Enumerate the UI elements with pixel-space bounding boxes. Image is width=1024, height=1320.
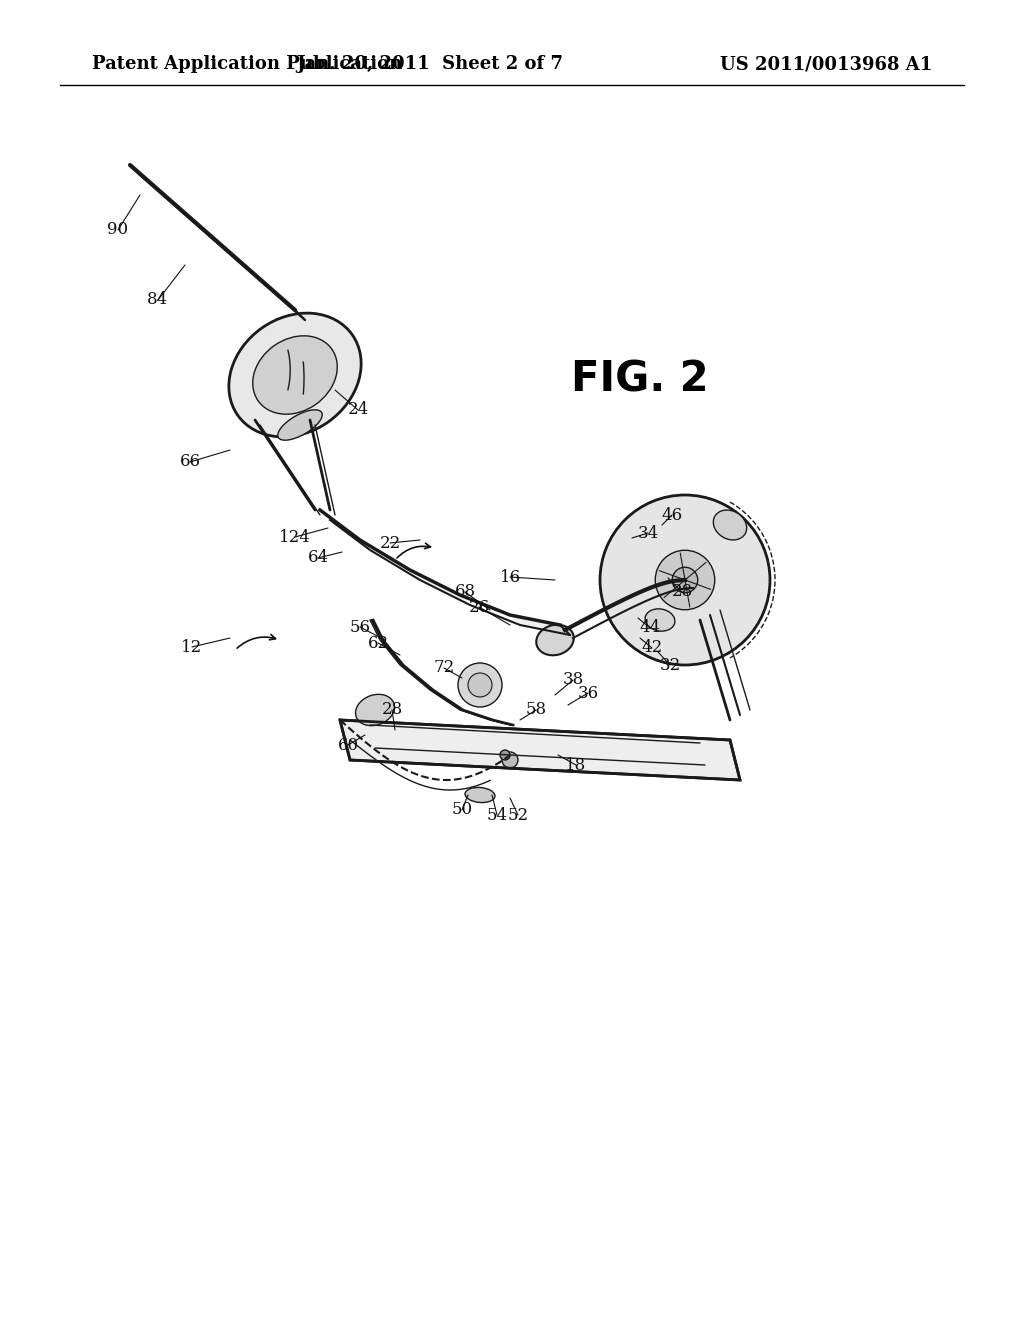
Text: 38: 38 [562,672,584,689]
Circle shape [458,663,502,708]
Text: 28: 28 [381,701,402,718]
Text: FIG. 2: FIG. 2 [571,359,709,401]
Text: 72: 72 [433,660,455,676]
Ellipse shape [714,510,746,540]
Ellipse shape [465,788,495,803]
Text: 60: 60 [338,737,358,754]
Text: 52: 52 [508,807,528,824]
Text: 54: 54 [486,807,508,824]
Ellipse shape [253,335,337,414]
Text: 12: 12 [181,639,203,656]
Text: Patent Application Publication: Patent Application Publication [92,55,402,74]
Ellipse shape [355,694,394,726]
Circle shape [468,673,492,697]
Text: 50: 50 [452,801,472,818]
Text: 26: 26 [468,598,489,615]
Circle shape [655,550,715,610]
Text: 124: 124 [280,528,311,545]
Text: 32: 32 [659,656,681,673]
Circle shape [600,495,770,665]
Circle shape [672,568,697,593]
Polygon shape [319,510,370,550]
Ellipse shape [278,409,323,440]
Polygon shape [510,615,570,635]
Text: 62: 62 [368,635,388,652]
Text: 18: 18 [565,756,587,774]
Ellipse shape [228,313,361,437]
Text: 46: 46 [662,507,683,524]
Text: 68: 68 [455,583,475,601]
Text: 64: 64 [307,549,329,566]
Text: 90: 90 [108,222,129,239]
Text: US 2011/0013968 A1: US 2011/0013968 A1 [720,55,932,74]
Polygon shape [410,570,470,605]
Circle shape [500,750,510,760]
Text: 42: 42 [641,639,663,656]
Text: 28: 28 [672,583,692,601]
Text: Jan. 20, 2011  Sheet 2 of 7: Jan. 20, 2011 Sheet 2 of 7 [297,55,563,74]
Text: 34: 34 [637,524,658,541]
Text: 24: 24 [347,401,369,418]
Text: 84: 84 [147,292,169,309]
Text: 44: 44 [639,619,660,636]
Polygon shape [340,719,740,780]
Text: 22: 22 [379,535,400,552]
Ellipse shape [537,624,573,655]
Ellipse shape [645,609,675,631]
Text: 56: 56 [349,619,371,635]
Circle shape [502,752,518,768]
Text: 36: 36 [578,685,599,701]
Text: 58: 58 [525,701,547,718]
Text: 66: 66 [179,454,201,470]
Text: 16: 16 [500,569,520,586]
